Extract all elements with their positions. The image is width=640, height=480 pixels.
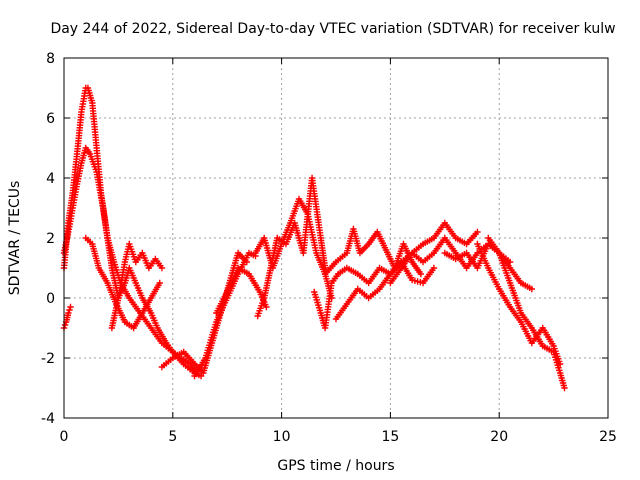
data-point	[417, 270, 425, 278]
x-tick-label: 25	[599, 429, 617, 445]
data-point	[561, 384, 568, 392]
data-point	[156, 279, 163, 287]
data-point	[67, 303, 74, 311]
y-tick-label: -4	[41, 411, 55, 427]
series-arc-15	[441, 240, 536, 293]
y-tick-label: 4	[46, 171, 55, 187]
data-point	[61, 321, 69, 329]
data-point	[263, 303, 270, 311]
series-arc-17	[474, 240, 564, 368]
series-arc-7	[191, 249, 259, 380]
data-point	[556, 360, 564, 368]
y-tick-label: 8	[46, 51, 55, 67]
data-point	[65, 309, 72, 317]
series-line	[63, 147, 202, 377]
x-tick-label: 15	[381, 429, 399, 445]
x-axis-label: GPS time / hours	[277, 458, 394, 474]
y-axis-label: SDTVAR / TECUs	[7, 181, 23, 296]
x-tick-label: 10	[273, 429, 291, 445]
chart-title: Day 244 of 2022, Sidereal Day-to-day VTE…	[50, 21, 615, 37]
series-arc-16	[485, 234, 568, 392]
data-series	[60, 84, 568, 392]
data-point	[158, 264, 166, 272]
y-tick-label: 0	[46, 291, 55, 307]
series-arc-2	[60, 144, 205, 380]
grid-lines	[64, 58, 608, 418]
data-point	[66, 306, 73, 314]
series-arc-11	[311, 258, 438, 332]
series-arc-4	[82, 234, 163, 332]
series-arc-5	[108, 240, 166, 332]
x-tick-labels: 0 5 10 15 20 25	[60, 429, 617, 445]
x-tick-label: 5	[168, 429, 177, 445]
data-point	[474, 228, 481, 236]
y-tick-label: 6	[46, 111, 55, 127]
y-tick-label: -2	[41, 351, 55, 367]
series-arc-9	[254, 174, 329, 320]
x-tick-label: 20	[490, 429, 508, 445]
y-tick-label: 2	[46, 231, 55, 247]
series-arc-1	[60, 84, 198, 374]
plot-frame	[63, 57, 609, 419]
series-arc-3	[60, 303, 74, 332]
series-arc-8	[213, 264, 270, 317]
x-tick-label: 0	[60, 429, 69, 445]
series-arc-12	[321, 225, 425, 278]
data-point	[430, 264, 438, 272]
y-tick-labels: -4 -2 0 2 4 6 8	[41, 51, 55, 427]
data-point	[528, 285, 536, 293]
